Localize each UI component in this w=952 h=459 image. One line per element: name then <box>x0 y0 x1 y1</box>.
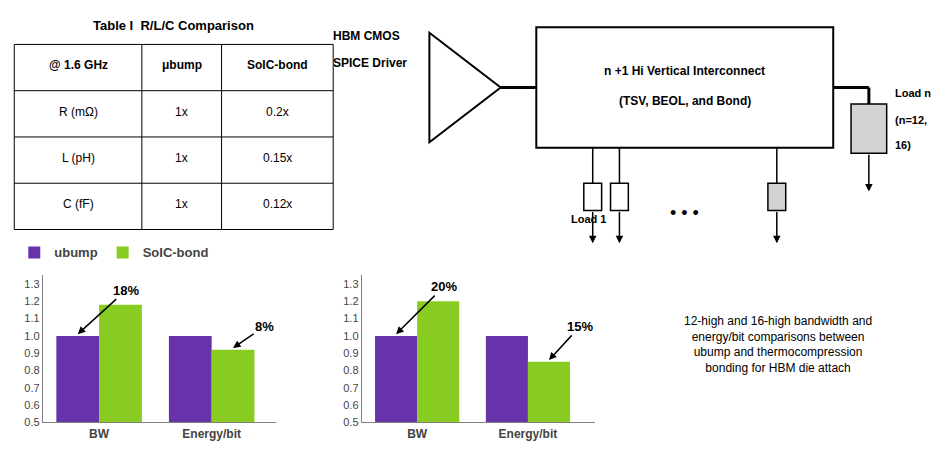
svg-text:BW: BW <box>407 427 428 441</box>
svg-text:1x: 1x <box>175 197 188 211</box>
svg-text:0.9: 0.9 <box>343 347 358 359</box>
svg-text:@ 1.6 GHz: @ 1.6 GHz <box>49 58 108 72</box>
svg-text:HBM CMOS: HBM CMOS <box>333 29 400 43</box>
svg-text:• • •: • • • <box>670 203 699 223</box>
svg-text:0.5: 0.5 <box>343 416 358 428</box>
svg-text:1.3: 1.3 <box>343 278 358 290</box>
svg-text:0.7: 0.7 <box>24 382 39 394</box>
svg-text:(TSV, BEOL, and Bond): (TSV, BEOL, and Bond) <box>619 94 751 108</box>
svg-text:16): 16) <box>895 139 911 151</box>
svg-text:0.7: 0.7 <box>343 382 358 394</box>
svg-text:1.1: 1.1 <box>343 312 358 324</box>
svg-text:SPICE Driver: SPICE Driver <box>333 56 407 70</box>
svg-text:1x: 1x <box>175 151 188 165</box>
svg-text:0.8: 0.8 <box>343 364 358 376</box>
svg-text:Energy/bit: Energy/bit <box>182 427 241 441</box>
svg-text:1.0: 1.0 <box>343 330 358 342</box>
svg-text:1x: 1x <box>175 105 188 119</box>
svg-text:1.3: 1.3 <box>24 278 39 290</box>
svg-text:Table I R/L/C Comparison: Table I R/L/C Comparison <box>93 18 254 33</box>
svg-text:18%: 18% <box>113 283 139 298</box>
svg-text:SoIC-bond: SoIC-bond <box>247 58 308 72</box>
svg-text:1.1: 1.1 <box>24 312 39 324</box>
svg-text:n +1 Hi Vertical Interconnect: n +1 Hi Vertical Interconnect <box>604 64 765 78</box>
svg-text:SoIC-bond: SoIC-bond <box>143 245 209 260</box>
svg-text:0.6: 0.6 <box>343 399 358 411</box>
svg-text:BW: BW <box>89 427 110 441</box>
svg-text:R (mΩ): R (mΩ) <box>59 105 98 119</box>
svg-text:0.5: 0.5 <box>24 416 39 428</box>
svg-text:20%: 20% <box>431 279 457 294</box>
svg-text:Energy/bit: Energy/bit <box>499 427 558 441</box>
svg-text:1.2: 1.2 <box>343 295 358 307</box>
svg-text:15%: 15% <box>567 319 593 334</box>
svg-text:0.9: 0.9 <box>24 347 39 359</box>
svg-text:12-high and 16-high bandwidth: 12-high and 16-high bandwidth andenergy/… <box>684 314 872 375</box>
svg-text:μbump: μbump <box>162 58 202 72</box>
svg-text:Load n: Load n <box>895 87 931 99</box>
svg-text:Load 1: Load 1 <box>571 213 606 225</box>
svg-text:(n=12,: (n=12, <box>895 114 927 126</box>
svg-text:0.8: 0.8 <box>24 364 39 376</box>
svg-text:1.0: 1.0 <box>24 330 39 342</box>
svg-text:0.15x: 0.15x <box>263 151 292 165</box>
svg-text:0.6: 0.6 <box>24 399 39 411</box>
svg-text:0.2x: 0.2x <box>266 105 289 119</box>
svg-text:L (pH): L (pH) <box>62 151 95 165</box>
svg-text:C (fF): C (fF) <box>63 197 94 211</box>
svg-text:1.2: 1.2 <box>24 295 39 307</box>
svg-text:8%: 8% <box>255 319 274 334</box>
svg-text:0.12x: 0.12x <box>263 197 292 211</box>
svg-text:ubump: ubump <box>54 245 97 260</box>
